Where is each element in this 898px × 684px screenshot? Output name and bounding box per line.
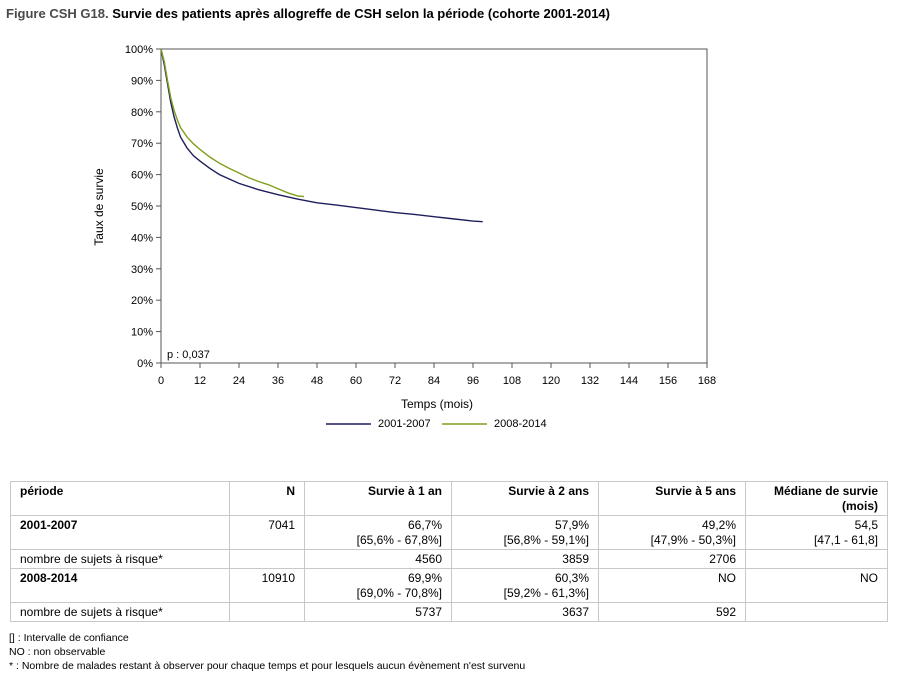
y-axis-title: Taux de survie [92,168,106,246]
cell-risk-label: nombre de sujets à risque* [10,549,230,569]
cell-ci: [47,1 - 61,8] [813,533,878,547]
y-tick-label: 40% [131,232,153,244]
y-tick-label: 20% [131,295,153,307]
cell-value: 60,3% [554,571,589,585]
col-header-survie-5ans: Survie à 5 ans [598,481,746,516]
cell-empty [229,602,305,622]
cell-survie-2ans: 57,9% [56,8% - 59,1%] [451,515,599,550]
series-line-2008-2014 [160,48,305,198]
y-tick-label: 0% [137,358,153,370]
y-tick-label: 10% [131,327,153,339]
y-tick-label: 30% [131,264,153,276]
col-header-survie-2ans: Survie à 2 ans [451,481,599,516]
col-header-periode: période [10,481,230,516]
cell-empty [745,549,888,569]
survival-table: période N Survie à 1 an Survie à 2 ans S… [10,481,888,622]
figure-number: Figure CSH G18. [6,6,109,21]
cell-risk-1an: 5737 [304,602,452,622]
cell-periode: 2001-2007 [10,515,230,550]
x-tick-label: 0 [158,375,164,387]
cell-value: 49,2% [701,518,736,532]
footnote-no: NO : non observable [9,646,106,658]
legend-label-2001-2007: 2001-2007 [378,418,431,430]
y-tick-label: 100% [125,44,153,56]
p-value-annotation: p : 0,037 [167,349,210,361]
cell-ci: [69,0% - 70,8%] [356,586,442,600]
cell-risk-2ans: 3637 [451,602,599,622]
survival-chart: 0% 10% 20% 30% 40% 50% 60% 70% 80% 90% 100% 0 12 24 36… [92,44,716,430]
y-tick-label: 90% [131,75,153,87]
figure-caption: Survie des patients après allogreffe de … [112,6,610,21]
chart-axes: 0% 10% 20% 30% 40% 50% 60% 70% 80% 90% 100% 0 12 24 36… [125,44,716,387]
cell-value: 69,9% [407,571,442,585]
chart-series [160,48,483,223]
x-tick-label: 72 [389,375,401,387]
footnote-ci: [] : Intervalle de confiance [9,632,129,644]
plot-frame [160,48,708,364]
x-tick-label: 36 [272,375,284,387]
cell-survie-1an: 66,7% [65,6% - 67,8%] [304,515,452,550]
cell-n: 10910 [229,568,305,603]
x-tick-label: 48 [311,375,323,387]
table-row-at-risk: nombre de sujets à risque* 4560 3859 270… [10,549,888,569]
x-tick-label: 60 [350,375,362,387]
cell-risk-5ans: 2706 [598,549,746,569]
col-header-n: N [229,481,305,516]
x-tick-label: 24 [233,375,245,387]
cell-risk-5ans: 592 [598,602,746,622]
cell-ci: [65,6% - 67,8%] [356,533,442,547]
cell-survie-1an: 69,9% [69,0% - 70,8%] [304,568,452,603]
cell-value: 66,7% [407,518,442,532]
cell-mediane: NO [745,568,888,603]
cell-value: 54,5 [854,518,878,532]
footnotes: [] : Intervalle de confiance NO : non ob… [9,631,525,673]
cell-survie-2ans: 60,3% [59,2% - 61,3%] [451,568,599,603]
cell-ci: [56,8% - 59,1%] [503,533,589,547]
x-tick-label: 108 [503,375,521,387]
figure-title: Figure CSH G18. Survie des patients aprè… [6,6,610,21]
x-tick-label: 156 [659,375,677,387]
x-tick-label: 132 [581,375,599,387]
cell-ci: [59,2% - 61,3%] [503,586,589,600]
x-tick-label: 120 [542,375,560,387]
x-tick-label: 144 [620,375,638,387]
cell-survie-5ans: 49,2% [47,9% - 50,3%] [598,515,746,550]
x-tick-label: 96 [467,375,479,387]
cell-risk-1an: 4560 [304,549,452,569]
y-tick-label: 60% [131,170,153,182]
y-tick-label: 70% [131,138,153,150]
x-axis-title: Temps (mois) [401,397,473,411]
cell-empty [745,602,888,622]
cell-survie-5ans: NO [598,568,746,603]
x-tick-label: 168 [698,375,716,387]
cell-risk-2ans: 3859 [451,549,599,569]
col-header-mediane: Médiane de survie (mois) [745,481,888,516]
cell-value: 57,9% [554,518,589,532]
y-tick-label: 80% [131,107,153,119]
table-header-row: période N Survie à 1 an Survie à 2 ans S… [10,481,888,516]
x-tick-label: 12 [194,375,206,387]
series-line-2001-2007 [160,48,483,223]
x-tick-label: 84 [428,375,440,387]
cell-n: 7041 [229,515,305,550]
cell-ci: [47,9% - 50,3%] [650,533,736,547]
footnote-at-risk: * : Nombre de malades restant à observer… [9,660,526,672]
cell-risk-label: nombre de sujets à risque* [10,602,230,622]
table-row: 2008-2014 10910 69,9% [69,0% - 70,8%] 60,… [10,568,888,603]
cell-periode: 2008-2014 [10,568,230,603]
y-tick-label: 50% [131,201,153,213]
table-row-at-risk: nombre de sujets à risque* 5737 3637 592 [10,602,888,622]
col-header-survie-1an: Survie à 1 an [304,481,452,516]
table-row: 2001-2007 7041 66,7% [65,6% - 67,8%] 57,9… [10,515,888,550]
chart-legend: 2001-2007 2008-2014 [326,418,547,430]
cell-empty [229,549,305,569]
legend-label-2008-2014: 2008-2014 [494,418,547,430]
cell-mediane: 54,5 [47,1 - 61,8] [745,515,888,550]
